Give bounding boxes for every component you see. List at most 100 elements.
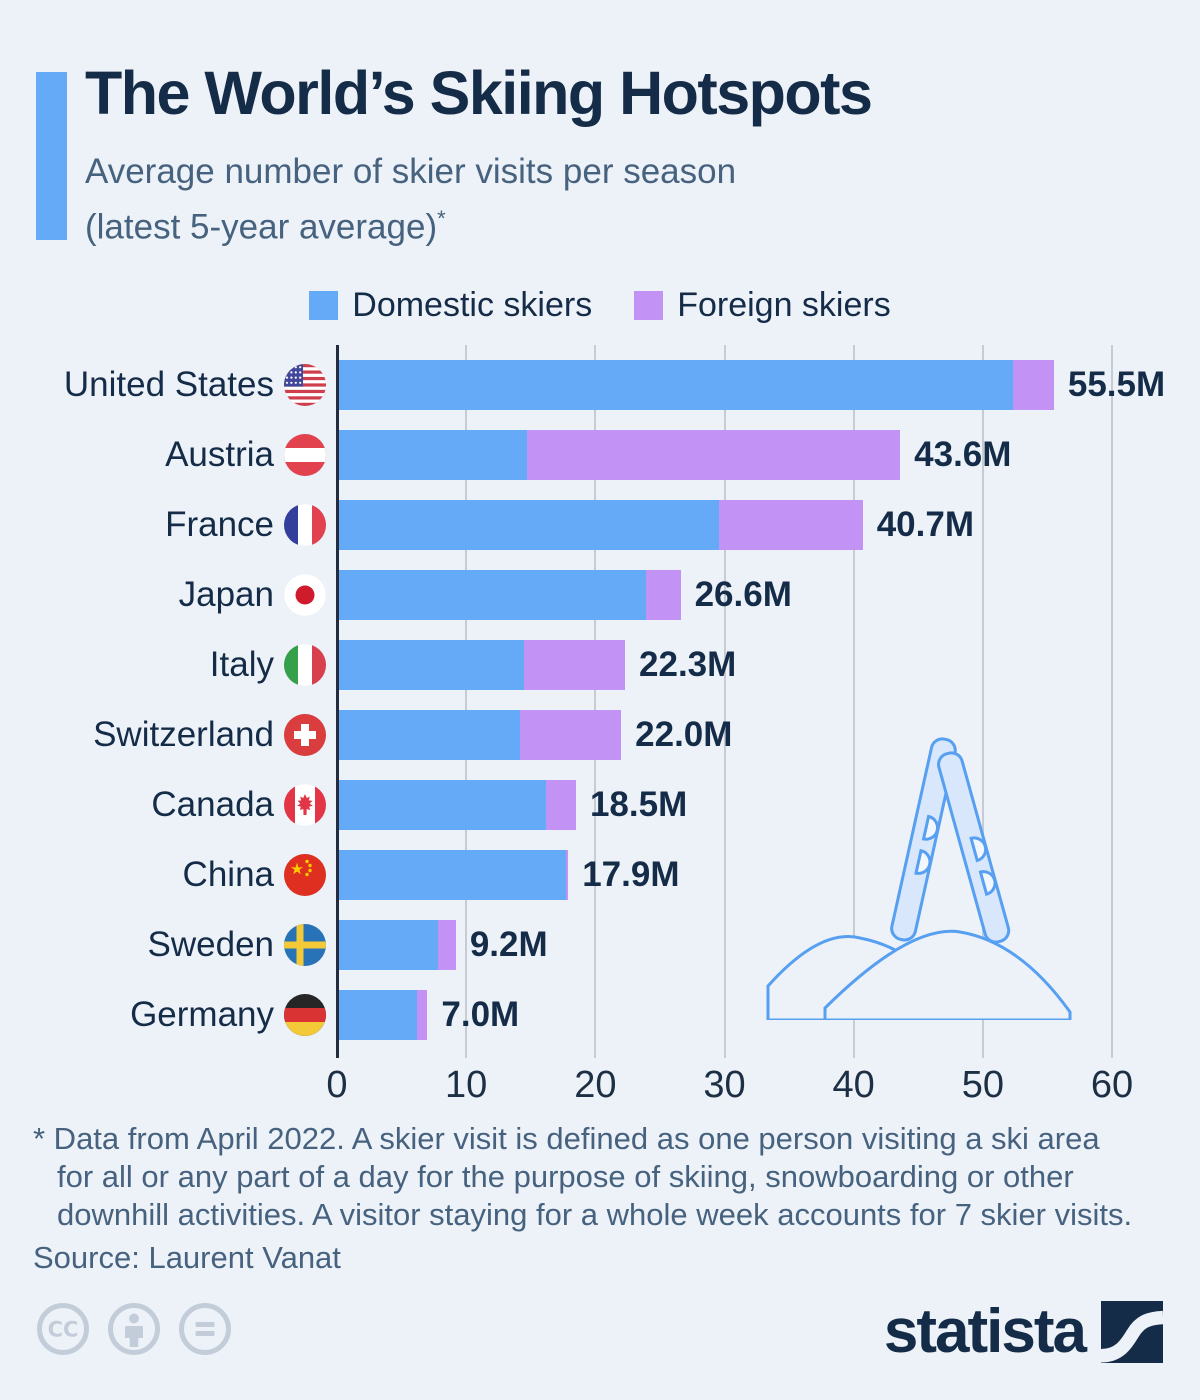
bar-foreign-segment xyxy=(645,570,681,620)
se-flag-icon xyxy=(284,924,326,966)
legend-item-domestic: Domestic skiers xyxy=(309,286,592,325)
foreign-swatch-icon xyxy=(634,291,664,320)
legend-label: Domestic skiers xyxy=(352,286,593,324)
bar-domestic-segment xyxy=(337,990,418,1040)
row-label: France xyxy=(0,500,326,550)
subtitle-line-2: (latest 5-year average) xyxy=(85,207,438,247)
country-label: United States xyxy=(63,365,274,404)
footnote-marker: * xyxy=(437,206,446,231)
fr-flag-icon xyxy=(284,504,326,546)
country-label: Austria xyxy=(165,435,274,474)
svg-text:CC: CC xyxy=(48,1318,79,1342)
de-flag-icon xyxy=(284,994,326,1036)
bar-domestic-segment xyxy=(337,360,1013,410)
value-label: 7.0M xyxy=(441,995,520,1034)
bar-foreign-segment xyxy=(526,430,901,480)
bar-row xyxy=(337,430,901,480)
subtitle-line-1: Average number of skier visits per seaso… xyxy=(85,152,737,191)
us-flag-icon xyxy=(284,364,326,406)
bar-foreign-segment xyxy=(546,780,576,830)
value-label: 26.6M xyxy=(694,575,792,614)
bar-row xyxy=(337,500,863,550)
gridline xyxy=(981,345,984,1058)
gridline xyxy=(852,345,855,1058)
bar-row xyxy=(337,850,569,900)
row-label: Sweden xyxy=(0,920,326,970)
stacked-bar-chart: 0 10 20 30 40 50 60 United States 55.5M Austria 43… xyxy=(0,345,1200,1115)
row-label: Switzerland xyxy=(0,710,326,760)
bar-foreign-segment xyxy=(565,850,569,900)
ch-flag-icon xyxy=(284,714,326,756)
bar-domestic-segment xyxy=(337,920,438,970)
value-label: 17.9M xyxy=(582,855,680,894)
bar-foreign-segment xyxy=(437,920,456,970)
x-axis-tick-label: 60 xyxy=(1090,1064,1134,1106)
row-label: China xyxy=(0,850,326,900)
country-label: Germany xyxy=(130,995,274,1034)
statista-logo-text: statista xyxy=(883,1297,1087,1366)
value-label: 18.5M xyxy=(589,785,688,824)
country-label: Italy xyxy=(209,645,274,684)
x-axis-tick-label: 40 xyxy=(832,1064,875,1106)
bar-row xyxy=(337,780,576,830)
y-axis-line xyxy=(336,345,339,1058)
cn-flag-icon xyxy=(284,854,326,896)
bar-row xyxy=(337,360,1054,410)
at-flag-icon xyxy=(284,434,326,476)
gridline xyxy=(465,345,468,1058)
jp-flag-icon xyxy=(284,574,326,616)
bar-domestic-segment xyxy=(337,430,527,480)
bar-domestic-segment xyxy=(337,780,547,830)
value-label: 55.5M xyxy=(1067,365,1166,404)
x-axis-tick-label: 10 xyxy=(445,1064,488,1106)
no-derivatives-equals-icon xyxy=(178,1302,232,1361)
cc-icon: CC xyxy=(36,1302,90,1361)
row-label: Italy xyxy=(0,640,326,690)
bar-row xyxy=(337,570,681,620)
value-label: 9.2M xyxy=(469,925,548,964)
bar-foreign-segment xyxy=(719,500,863,550)
bar-row xyxy=(337,640,626,690)
gridline xyxy=(1111,345,1113,1058)
row-label: Canada xyxy=(0,780,326,830)
bar-row xyxy=(337,990,428,1040)
country-label: China xyxy=(182,855,274,894)
x-axis-tick-label: 20 xyxy=(574,1064,617,1106)
row-label: United States xyxy=(0,360,326,410)
country-label: Canada xyxy=(151,785,274,824)
it-flag-icon xyxy=(284,644,326,686)
chart-subtitle: Average number of skier visits per seaso… xyxy=(85,148,736,251)
x-axis-tick-label: 0 xyxy=(326,1064,348,1106)
bar-foreign-segment xyxy=(1012,360,1054,410)
value-label: 40.7M xyxy=(876,505,974,544)
country-label: Switzerland xyxy=(93,715,274,754)
bar-domestic-segment xyxy=(337,570,646,620)
legend-item-foreign: Foreign skiers xyxy=(634,286,891,325)
country-label: France xyxy=(165,505,274,544)
creative-commons-icons: CC xyxy=(36,1302,232,1361)
footnote-line: * Data from April 2022. A skier visit is… xyxy=(33,1121,1100,1156)
attribution-person-icon xyxy=(107,1302,161,1361)
bar-foreign-segment xyxy=(417,990,428,1040)
chart-legend: Domestic skiers Foreign skiers xyxy=(0,286,1200,325)
country-label: Japan xyxy=(178,575,274,614)
legend-label: Foreign skiers xyxy=(677,286,891,324)
footnote: * Data from April 2022. A skier visit is… xyxy=(33,1120,1173,1234)
x-axis-tick-label: 50 xyxy=(961,1064,1004,1106)
bar-foreign-segment xyxy=(520,710,622,760)
statista-branding: statista xyxy=(884,1296,1163,1367)
value-label: 43.6M xyxy=(914,435,1012,474)
bar-foreign-segment xyxy=(524,640,626,690)
value-label: 22.3M xyxy=(639,645,737,684)
x-axis-tick-label: 30 xyxy=(703,1064,746,1106)
bar-domestic-segment xyxy=(337,710,521,760)
domestic-swatch-icon xyxy=(309,291,339,320)
footnote-line: downhill activities. A visitor staying f… xyxy=(57,1197,1133,1232)
country-label: Sweden xyxy=(147,925,274,964)
statista-logo-icon xyxy=(1101,1300,1163,1363)
ca-flag-icon xyxy=(284,784,326,826)
gridline xyxy=(723,345,726,1058)
value-label: 22.0M xyxy=(635,715,733,754)
row-label: Germany xyxy=(0,990,326,1040)
